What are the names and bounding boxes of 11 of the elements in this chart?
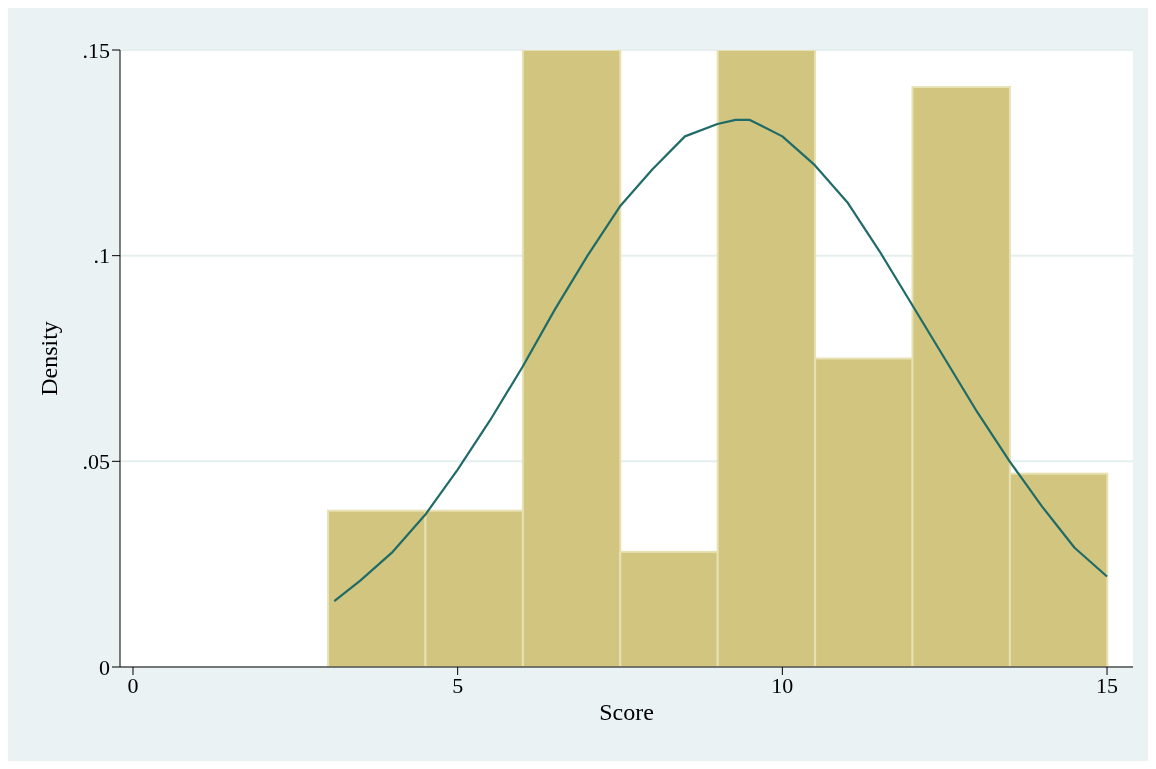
y-tick-label: .05 <box>82 449 110 475</box>
x-tick-label: 10 <box>771 672 794 698</box>
y-tick-label: 0 <box>99 654 110 680</box>
y-tick-label: .15 <box>82 37 110 63</box>
x-tick-label: 15 <box>1096 672 1119 698</box>
line-series <box>333 118 1109 603</box>
x-axis-title: Score <box>599 699 654 726</box>
x-tick-label: 5 <box>452 672 464 698</box>
y-tick-label: .1 <box>93 243 110 269</box>
x-tick-label: 0 <box>127 672 139 698</box>
y-axis-title: Density <box>35 321 62 396</box>
